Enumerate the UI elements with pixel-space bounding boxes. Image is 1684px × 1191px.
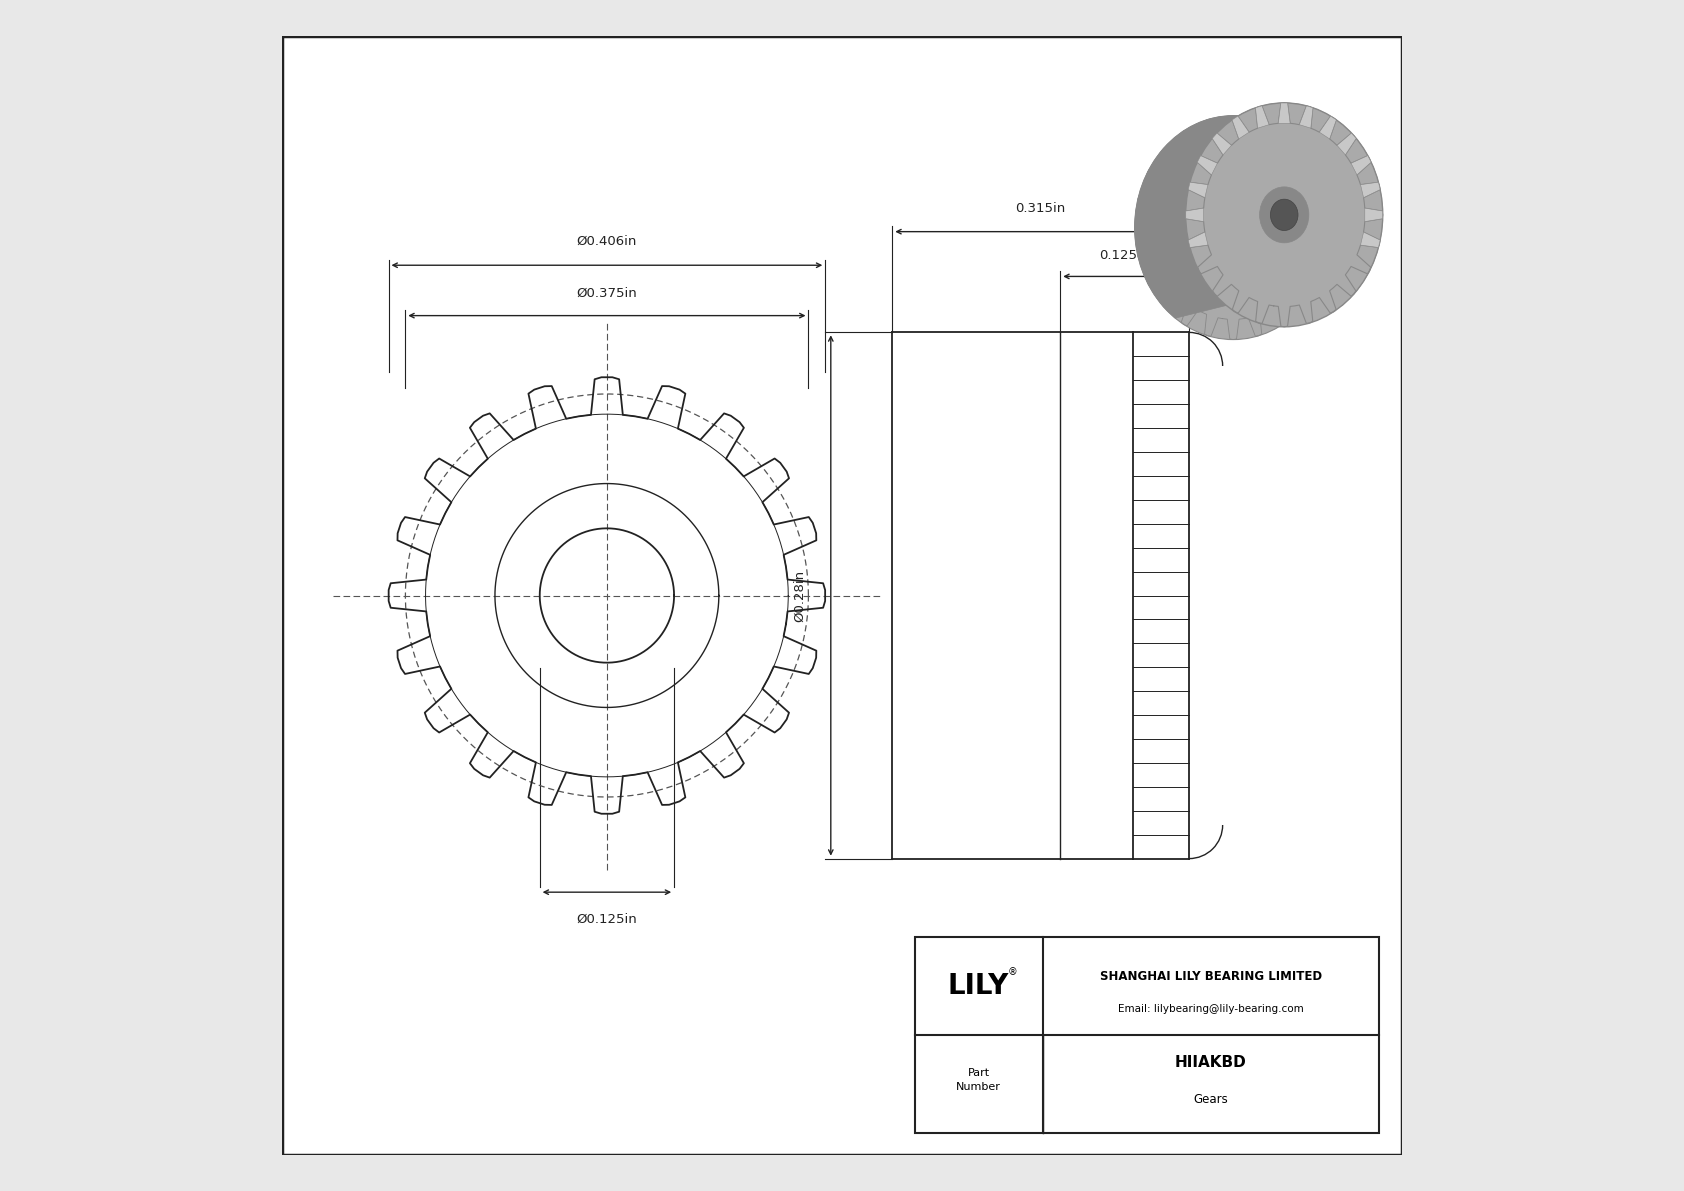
Polygon shape [1300,106,1314,129]
Polygon shape [1212,133,1231,155]
Bar [914,937,1379,1133]
Text: SHANGHAI LILY BEARING LIMITED: SHANGHAI LILY BEARING LIMITED [1100,969,1322,983]
Text: LILY: LILY [948,972,1009,1000]
Polygon shape [1364,208,1383,222]
Polygon shape [1351,156,1371,175]
Polygon shape [1197,156,1218,175]
Text: 0.315in: 0.315in [1015,201,1066,214]
Text: Email: lilybearing@lily-bearing.com: Email: lilybearing@lily-bearing.com [1118,1004,1303,1015]
Polygon shape [1278,102,1290,124]
Text: 0.125in: 0.125in [1100,249,1150,262]
Ellipse shape [1135,116,1332,339]
Polygon shape [1189,232,1207,248]
Polygon shape [1135,102,1383,318]
Text: Part
Number: Part Number [957,1068,1000,1092]
Polygon shape [1361,232,1381,248]
Ellipse shape [1186,102,1383,326]
Text: Ø0.406in: Ø0.406in [576,235,637,248]
Polygon shape [1319,116,1337,139]
Polygon shape [1233,116,1250,139]
Polygon shape [1361,182,1381,198]
Text: ®: ® [1007,967,1017,978]
Polygon shape [1186,208,1204,222]
Text: HIIAKBD: HIIAKBD [1175,1055,1246,1070]
Ellipse shape [1270,199,1298,231]
Polygon shape [1189,182,1207,198]
Polygon shape [1256,106,1270,129]
Text: Ø0.125in: Ø0.125in [576,912,637,925]
Text: Ø0.28in: Ø0.28in [793,569,807,622]
Polygon shape [1337,133,1356,155]
Ellipse shape [1260,187,1308,243]
Text: Gears: Gears [1194,1093,1228,1106]
Text: Ø0.375in: Ø0.375in [576,287,637,300]
